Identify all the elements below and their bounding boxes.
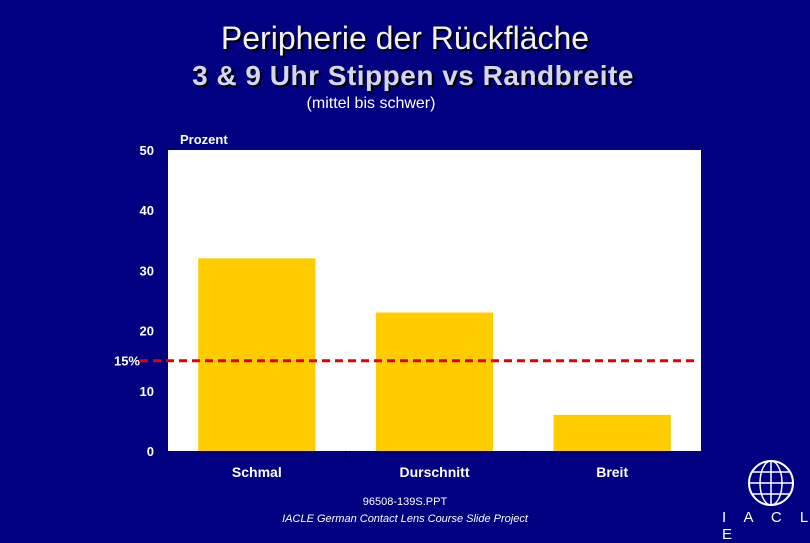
bar xyxy=(198,258,316,451)
y-tick-label: 40 xyxy=(140,203,154,218)
logo-text: I A C L E xyxy=(722,509,810,543)
data-label: 23 xyxy=(427,291,441,306)
x-tick-label: Durschnitt xyxy=(400,464,470,480)
y-axis-label: Prozent xyxy=(180,132,228,147)
data-label: 32 xyxy=(250,236,264,251)
y-tick-label: 0 xyxy=(147,444,154,459)
footer-project-name: IACLE German Contact Lens Course Slide P… xyxy=(282,513,528,525)
y-tick-label: 20 xyxy=(140,324,154,339)
y-tick-label: 30 xyxy=(140,263,154,278)
reference-line-label: 15% xyxy=(114,354,140,369)
bar xyxy=(375,312,494,451)
y-tick-label: 50 xyxy=(140,143,154,158)
y-tick-label: 10 xyxy=(140,384,154,399)
slide-subtitle: 3 & 9 Uhr Stippen vs Randbreite xyxy=(192,60,634,91)
footer-file-code: 96508-139S.PPT xyxy=(362,496,448,508)
x-tick-label: Schmal xyxy=(232,464,282,480)
globe-icon xyxy=(748,460,794,506)
data-label: 6 xyxy=(609,393,616,408)
slide-title: Peripherie der Rückfläche xyxy=(220,20,590,56)
x-tick-label: Breit xyxy=(596,464,628,480)
bar xyxy=(553,414,671,451)
slide-note: (mittel bis schwer) xyxy=(306,95,436,112)
